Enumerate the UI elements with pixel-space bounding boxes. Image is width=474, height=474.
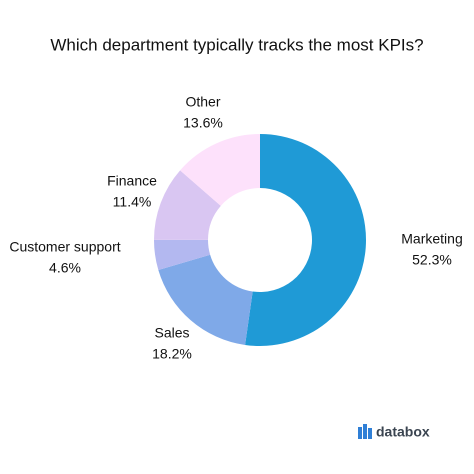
donut-slice [158,254,253,345]
slice-value-label: 13.6% [183,115,223,131]
slice-value-label: 18.2% [152,346,192,362]
slice-label: Customer support [9,239,120,255]
slice-value-label: 4.6% [49,260,81,276]
slice-value-label: 52.3% [412,252,452,268]
brand-logo: databox [358,424,430,440]
slice-label: Sales [154,325,189,341]
donut-slice [154,170,221,240]
donut-slice [245,134,366,346]
slice-value-label: 11.4% [113,194,152,210]
logo-bar [368,428,372,439]
logo-bar [358,427,362,439]
donut-slice [180,134,260,206]
chart-title: Which department typically tracks the mo… [50,35,423,54]
slice-label: Other [185,94,220,110]
slice-label: Marketing [401,231,462,247]
brand-name: databox [376,424,430,440]
donut-slice [154,239,211,271]
slice-label: Finance [107,173,157,189]
logo-bar [363,424,367,439]
